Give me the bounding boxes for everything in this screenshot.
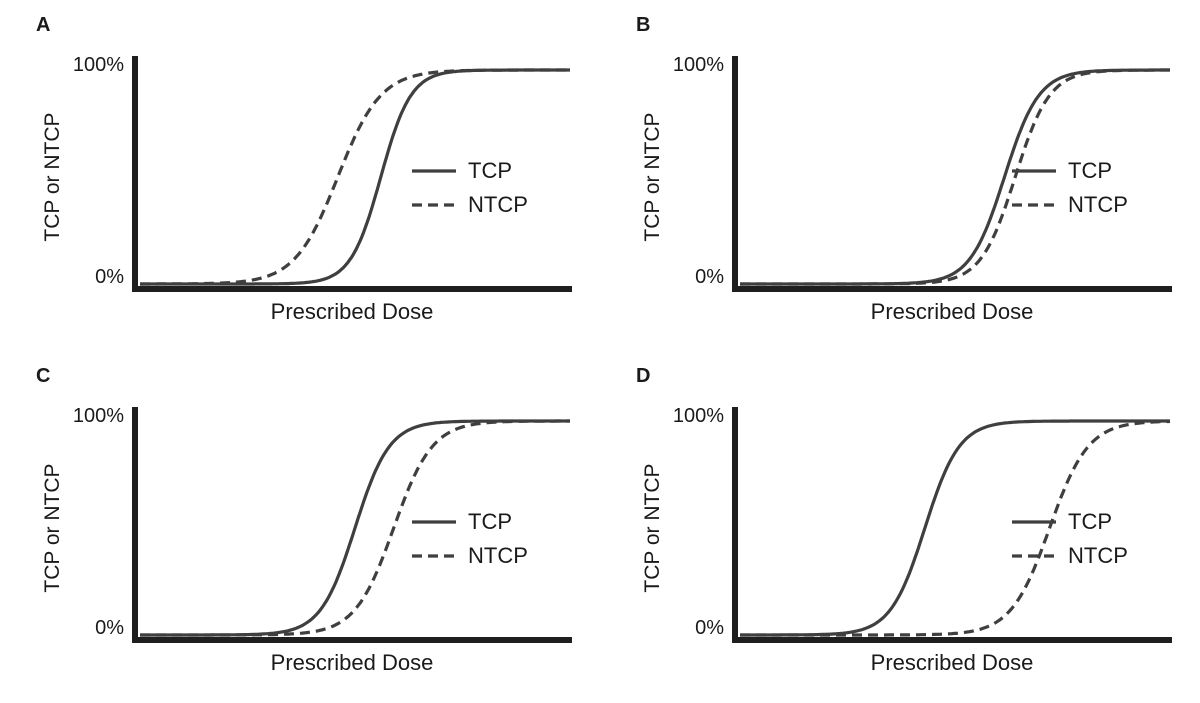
panel-d-plot-area bbox=[732, 407, 1172, 643]
curve-ntcp bbox=[740, 68, 1170, 286]
panel-b: B TCP or NTCP 100% 0% TCP NTCP Prescribe… bbox=[600, 0, 1200, 351]
legend-entry-ntcp: NTCP bbox=[1012, 543, 1128, 569]
curve-ntcp bbox=[140, 68, 570, 286]
panel-c-ytick-100: 100% bbox=[72, 405, 124, 427]
legend-dashed-line-icon bbox=[1012, 203, 1056, 207]
legend-entry-ntcp: NTCP bbox=[1012, 192, 1128, 218]
panel-a-ytick-100: 100% bbox=[72, 54, 124, 76]
panel-a-legend: TCP NTCP bbox=[412, 158, 528, 218]
panel-c: C TCP or NTCP 100% 0% TCP NTCP Prescribe… bbox=[0, 351, 600, 702]
legend-solid-line-icon bbox=[1012, 169, 1056, 173]
panel-d-ytick-0: 0% bbox=[695, 617, 724, 639]
panel-b-label: B bbox=[636, 14, 651, 36]
panel-b-y-axis-title: TCP or NTCP bbox=[641, 112, 664, 242]
panel-c-ytick-0: 0% bbox=[95, 617, 124, 639]
panel-b-plot-area bbox=[732, 56, 1172, 292]
panel-c-legend: TCP NTCP bbox=[412, 509, 528, 569]
panel-a-x-axis-title: Prescribed Dose bbox=[270, 299, 434, 324]
legend-entry-tcp: TCP bbox=[412, 509, 528, 535]
panel-a-y-axis-title: TCP or NTCP bbox=[41, 112, 64, 242]
legend-label-tcp: TCP bbox=[468, 509, 512, 534]
legend-dashed-line-icon bbox=[412, 203, 456, 207]
legend-label-ntcp: NTCP bbox=[468, 192, 528, 217]
legend-label-tcp: TCP bbox=[1068, 158, 1112, 183]
legend-solid-line-icon bbox=[412, 520, 456, 524]
panel-c-label: C bbox=[36, 365, 51, 387]
legend-entry-tcp: TCP bbox=[1012, 509, 1128, 535]
legend-label-tcp: TCP bbox=[468, 158, 512, 183]
panel-d-x-axis-title: Prescribed Dose bbox=[870, 650, 1034, 675]
legend-solid-line-icon bbox=[412, 169, 456, 173]
legend-entry-tcp: TCP bbox=[1012, 158, 1128, 184]
legend-label-tcp: TCP bbox=[1068, 509, 1112, 534]
panel-d-legend: TCP NTCP bbox=[1012, 509, 1128, 569]
panel-d-y-axis-title: TCP or NTCP bbox=[641, 463, 664, 593]
panel-a-plot-area bbox=[132, 56, 572, 292]
panel-b-ytick-100: 100% bbox=[672, 54, 724, 76]
legend-label-ntcp: NTCP bbox=[468, 543, 528, 568]
panel-b-x-axis-title: Prescribed Dose bbox=[870, 299, 1034, 324]
panel-d-label: D bbox=[636, 365, 651, 387]
legend-entry-ntcp: NTCP bbox=[412, 192, 528, 218]
curve-ntcp bbox=[140, 419, 570, 637]
panel-a: A TCP or NTCP 100% 0% TCP NTCP Prescribe… bbox=[0, 0, 600, 351]
legend-label-ntcp: NTCP bbox=[1068, 192, 1128, 217]
panel-a-ytick-0: 0% bbox=[95, 266, 124, 288]
panel-c-plot-area bbox=[132, 407, 572, 643]
legend-dashed-line-icon bbox=[1012, 554, 1056, 558]
panel-d: D TCP or NTCP 100% 0% TCP NTCP Prescribe… bbox=[600, 351, 1200, 702]
panel-d-ytick-100: 100% bbox=[672, 405, 724, 427]
curve-ntcp bbox=[740, 419, 1171, 637]
legend-dashed-line-icon bbox=[412, 554, 456, 558]
legend-entry-ntcp: NTCP bbox=[412, 543, 528, 569]
legend-solid-line-icon bbox=[1012, 520, 1056, 524]
panel-c-y-axis-title: TCP or NTCP bbox=[41, 463, 64, 593]
legend-label-ntcp: NTCP bbox=[1068, 543, 1128, 568]
panel-b-legend: TCP NTCP bbox=[1012, 158, 1128, 218]
panel-a-label: A bbox=[36, 14, 51, 36]
panel-c-x-axis-title: Prescribed Dose bbox=[270, 650, 434, 675]
panel-b-ytick-0: 0% bbox=[695, 266, 724, 288]
legend-entry-tcp: TCP bbox=[412, 158, 528, 184]
